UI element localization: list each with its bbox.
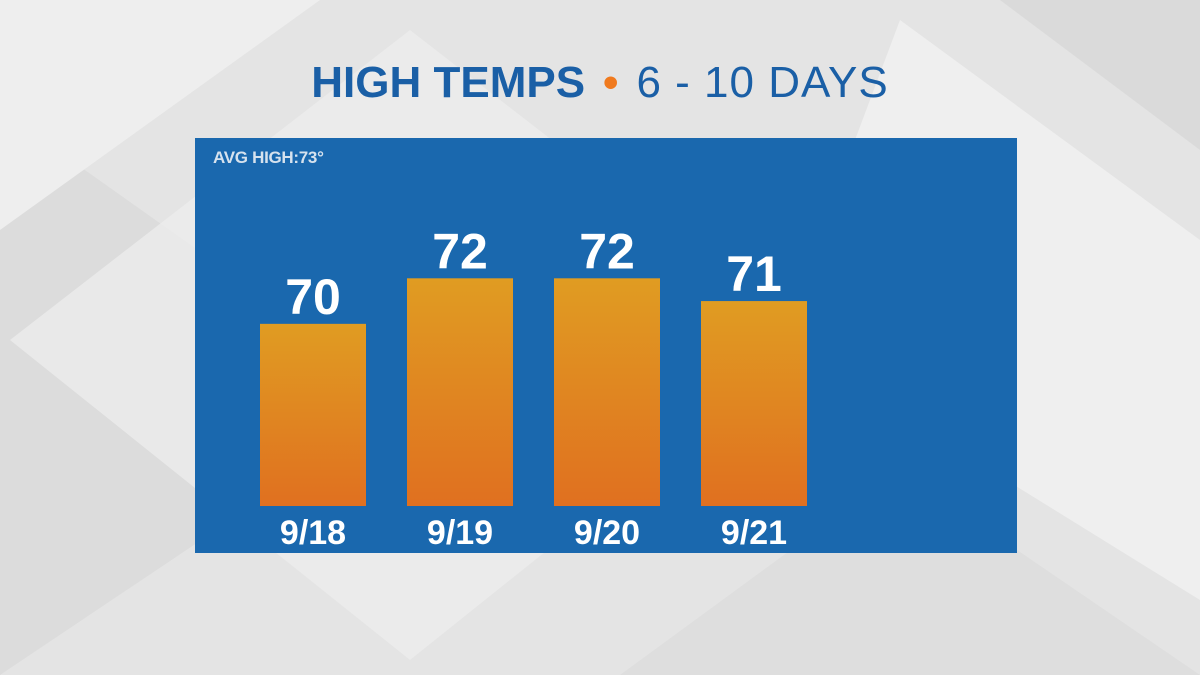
title-range: 6 - 10 DAYS <box>636 58 889 107</box>
avg-high-label: AVG HIGH:73° <box>213 148 324 167</box>
bar-9/18 <box>260 323 366 506</box>
bar-9/19 <box>407 278 513 506</box>
x-tick-label: 9/18 <box>280 514 346 552</box>
bar-9/21 <box>701 301 807 506</box>
chart-title: HIGH TEMPS • 6 - 10 DAYS <box>0 58 1200 108</box>
x-tick-label: 9/21 <box>721 514 787 552</box>
bar-value-label: 72 <box>432 223 488 279</box>
chart-panel: AVG HIGH:73° 70 9/18 72 9/19 72 9/20 71 9/21 <box>195 138 1017 553</box>
x-tick-label: 9/19 <box>427 514 493 552</box>
x-tick-label: 9/20 <box>574 514 640 552</box>
bar-value-label: 72 <box>579 223 635 279</box>
bar-chart: 70 9/18 72 9/19 72 9/20 71 9/21 <box>260 223 807 552</box>
title-main: HIGH TEMPS <box>311 58 586 107</box>
bar-value-label: 70 <box>285 269 341 325</box>
title-separator: • <box>603 58 619 107</box>
bar-value-label: 71 <box>726 246 782 302</box>
bar-9/20 <box>554 278 660 506</box>
